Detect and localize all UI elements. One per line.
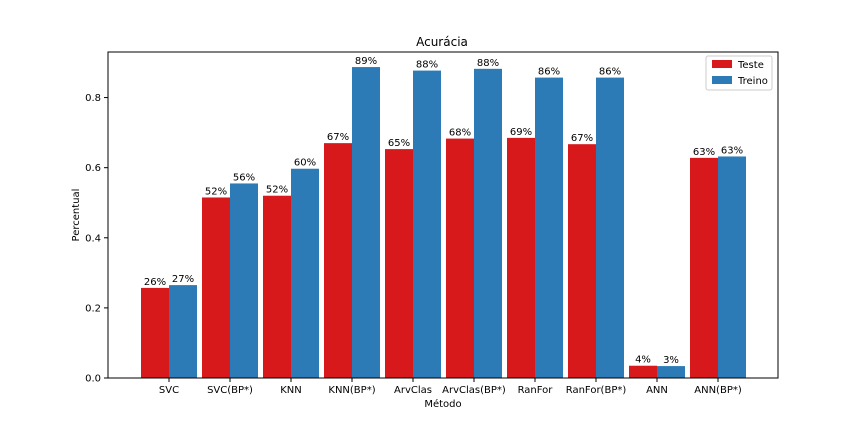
bar-treino-1 [230, 183, 258, 378]
legend-label-teste: Teste [737, 60, 764, 71]
x-tick-label-4: ArvClas [394, 385, 432, 396]
legend-label-treino: Treino [737, 76, 768, 87]
bar-teste-7 [568, 144, 596, 378]
y-axis: 0.0 0.2 0.4 0.6 0.8 [85, 93, 108, 385]
x-tick-label-6: RanFor [518, 385, 554, 396]
value-label-treino-4: 88% [416, 60, 438, 71]
value-labels-layer: 26% 52% 52% 67% 65% 68% 69% 67% 4% 63% 27% 56% 60% 89… [144, 56, 743, 366]
value-label-teste-1: 52% [205, 186, 227, 197]
bar-teste-0 [141, 287, 169, 378]
bars-layer [141, 67, 746, 379]
bar-teste-6 [507, 137, 535, 378]
x-axis: SVC SVC(BP*) KNN KNN(BP*) ArvClas ArvClas(BP*… [159, 378, 742, 396]
bar-treino-6 [535, 77, 563, 379]
value-label-treino-0: 27% [172, 274, 194, 285]
value-label-treino-2: 60% [294, 158, 316, 169]
y-tick-label-3: 0.6 [85, 163, 101, 174]
y-tick-label-4: 0.8 [85, 93, 101, 104]
legend: Teste Treino [705, 55, 773, 91]
value-label-treino-6: 86% [538, 67, 560, 78]
bar-teste-1 [202, 197, 230, 378]
value-label-teste-3: 67% [327, 132, 349, 143]
bar-treino-2 [291, 168, 319, 378]
x-tick-label-2: KNN [280, 385, 302, 396]
bar-treino-8 [657, 366, 685, 378]
value-label-treino-1: 56% [233, 172, 255, 183]
x-tick-label-5: ArvClas(BP*) [442, 385, 506, 396]
bar-treino-9 [718, 156, 746, 378]
value-label-teste-4: 65% [388, 138, 410, 149]
bar-treino-7 [596, 77, 624, 379]
value-label-teste-6: 69% [510, 127, 532, 138]
bar-teste-8 [629, 365, 657, 378]
y-tick-label-1: 0.2 [85, 303, 101, 314]
value-label-teste-5: 68% [449, 128, 471, 139]
plot-frame [107, 51, 779, 379]
value-label-treino-5: 88% [477, 58, 499, 69]
bar-treino-4 [413, 70, 441, 378]
value-label-teste-2: 52% [266, 185, 288, 196]
x-axis-label: Método [424, 398, 461, 410]
bar-treino-5 [474, 68, 502, 378]
legend-swatch-treino [712, 76, 732, 84]
bar-teste-9 [690, 157, 718, 378]
value-label-teste-8: 4% [635, 355, 651, 366]
value-label-teste-7: 67% [571, 133, 593, 144]
y-tick-label-0: 0.0 [85, 374, 101, 385]
y-axis-label: Percentual [71, 189, 82, 242]
bar-teste-3 [324, 143, 352, 378]
bar-teste-5 [446, 138, 474, 378]
x-tick-label-1: SVC(BP*) [207, 385, 253, 396]
y-tick-label-2: 0.4 [85, 233, 101, 244]
chart-title: Acurácia [416, 35, 468, 49]
value-label-treino-3: 89% [355, 56, 377, 67]
bar-teste-4 [385, 149, 413, 378]
value-label-treino-8: 3% [663, 355, 679, 366]
value-label-teste-0: 26% [144, 277, 166, 288]
legend-swatch-teste [712, 60, 732, 68]
x-tick-label-7: RanFor(BP*) [566, 385, 627, 396]
x-tick-label-3: KNN(BP*) [328, 385, 375, 396]
x-tick-label-0: SVC [159, 385, 179, 396]
bar-treino-0 [169, 285, 197, 378]
value-label-treino-7: 86% [599, 67, 621, 78]
value-label-teste-9: 63% [693, 147, 715, 158]
x-tick-label-9: ANN(BP*) [694, 385, 742, 396]
bar-treino-3 [352, 67, 380, 378]
bar-teste-2 [263, 195, 291, 378]
value-label-treino-9: 63% [721, 145, 743, 156]
x-tick-label-8: ANN [646, 385, 668, 396]
